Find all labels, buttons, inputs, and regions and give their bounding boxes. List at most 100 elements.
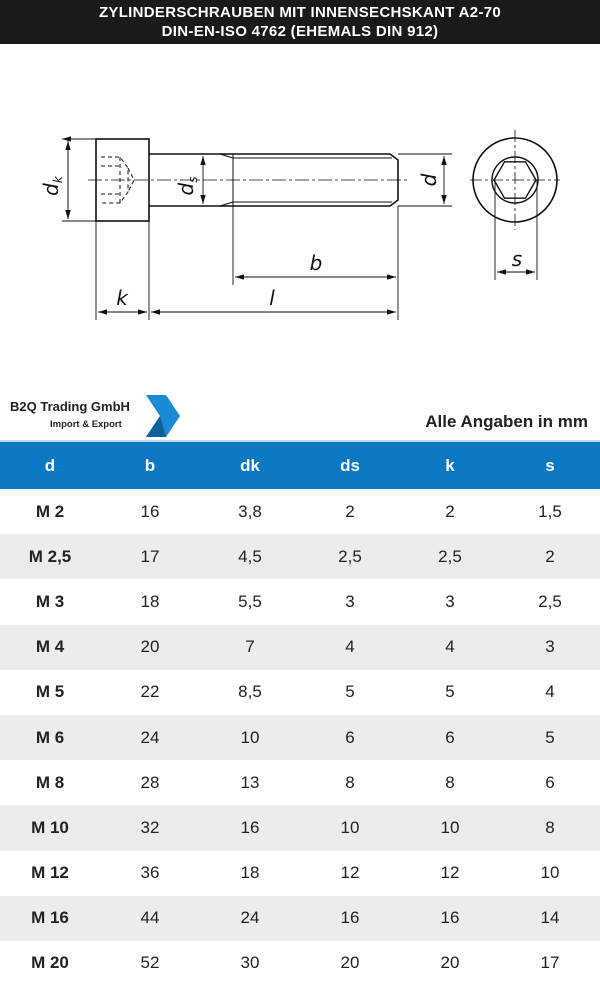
cell-dk: 18 [240,863,260,883]
column-header-d: d [0,440,100,489]
cell-k: 3 [445,591,455,611]
label-k: k [116,286,129,310]
cell-d: M 8 [35,772,65,792]
screw-side-view [88,138,410,222]
unit-note: Alle Angaben in mm [425,412,588,431]
label-ds: ds [174,177,200,196]
title-bar: ZYLINDERSCHRAUBEN MIT INNENSECHSKANT A2-… [0,0,600,44]
column-header-ds: ds [300,440,400,489]
table-row: M 16 44 24 16 16 14 [0,895,600,941]
cell-k: 16 [400,895,500,941]
table-row: M 4 20 7 4 4 3 [0,624,600,670]
chevron-logo-icon [146,395,180,437]
cell-k: 4 [400,624,500,670]
label-b: b [310,251,323,275]
title-line-1: ZYLINDERSCHRAUBEN MIT INNENSECHSKANT A2-… [98,4,502,21]
cell-s: 4 [545,682,555,702]
cell-b: 18 [140,591,160,611]
cell-d: M 5 [35,682,65,702]
cell-k: 8 [445,772,455,792]
table-row: M 2 16 3,8 2 2 1,5 [0,489,600,534]
cell-b: 22 [140,682,160,702]
cell-s: 14 [500,895,600,941]
table-row: M 2,5 17 4,5 2,5 2,5 2 [0,534,600,580]
table-header-row: d b dk ds k s [0,440,600,489]
cell-s: 2 [500,534,600,580]
cell-ds: 6 [300,714,400,761]
cell-k: 2 [445,501,455,521]
label-d: d [417,173,441,186]
cell-d: M 3 [35,591,65,611]
column-header-dk: dk [200,440,300,489]
label-l: l [269,286,275,310]
cell-b: 28 [140,772,160,792]
cell-dk: 30 [240,953,260,973]
label-dk: dk [39,175,65,196]
cell-b: 36 [140,863,160,883]
cell-d: M 12 [31,863,69,883]
cell-s: 3 [500,624,600,670]
cell-d: M 16 [0,895,100,941]
column-header-k: k [400,440,500,489]
cell-d: M 10 [0,805,100,851]
cell-s: 10 [540,863,560,883]
cell-ds: 16 [300,895,400,941]
cell-k: 5 [445,682,455,702]
cell-k: 20 [440,953,460,973]
cell-b: 52 [140,953,160,973]
cell-b: 16 [140,501,160,521]
cell-dk: 8,5 [238,682,262,702]
cell-k: 10 [400,805,500,851]
screw-technical-drawing: dk ds d b l k s [39,44,560,320]
cell-k: 6 [400,714,500,761]
cell-d: M 6 [0,714,100,761]
cell-d: M 4 [0,624,100,670]
dimension-lines [62,139,538,320]
cell-d: M 2 [35,501,65,521]
cell-ds: 4 [300,624,400,670]
title-line-2: DIN-EN-ISO 4762 (EHEMALS DIN 912) [161,23,439,40]
cell-dk: 16 [200,805,300,851]
table-row: M 3 18 5,5 3 3 2,5 [0,579,600,624]
table-row: M 8 28 13 8 8 6 [0,760,600,805]
brand-name: B2Q Trading GmbH [10,399,130,414]
cell-dk: 7 [200,624,300,670]
cell-ds: 3 [345,591,355,611]
table-row: M 12 36 18 12 12 10 [0,851,600,896]
cell-dk: 24 [200,895,300,941]
cell-dk: 3,8 [238,501,262,521]
cell-ds: 8 [345,772,355,792]
cell-s: 17 [540,953,560,973]
cell-dk: 13 [240,772,260,792]
cell-b: 17 [100,534,200,580]
table-row: M 10 32 16 10 10 8 [0,805,600,851]
dimensions-table: d b dk ds k s M 2 16 3,8 2 2 1,5 M 2,5 17 4,5 2,5 2,5 2 M… [0,440,600,986]
cell-ds: 12 [340,863,360,883]
cell-s: 5 [500,714,600,761]
cell-s: 1,5 [538,501,562,521]
cell-dk: 4,5 [200,534,300,580]
cell-d: M 2,5 [0,534,100,580]
column-header-s: s [500,440,600,489]
cell-k: 2,5 [400,534,500,580]
cell-ds: 5 [345,682,355,702]
cell-s: 8 [500,805,600,851]
label-s: s [512,247,522,271]
cell-d: M 20 [31,953,69,973]
cell-b: 24 [100,714,200,761]
cell-b: 20 [100,624,200,670]
cell-s: 6 [545,772,555,792]
cell-ds: 20 [340,953,360,973]
column-header-b: b [100,440,200,489]
cell-b: 32 [100,805,200,851]
table-row: M 5 22 8,5 5 5 4 [0,670,600,715]
cell-dk: 5,5 [238,591,262,611]
brand-tagline: Import & Export [50,419,122,430]
cell-k: 12 [440,863,460,883]
table-row: M 6 24 10 6 6 5 [0,714,600,761]
table-row: M 20 52 30 20 20 17 [0,941,600,986]
cell-b: 44 [100,895,200,941]
cell-dk: 10 [200,714,300,761]
cell-ds: 10 [300,805,400,851]
cell-ds: 2,5 [300,534,400,580]
